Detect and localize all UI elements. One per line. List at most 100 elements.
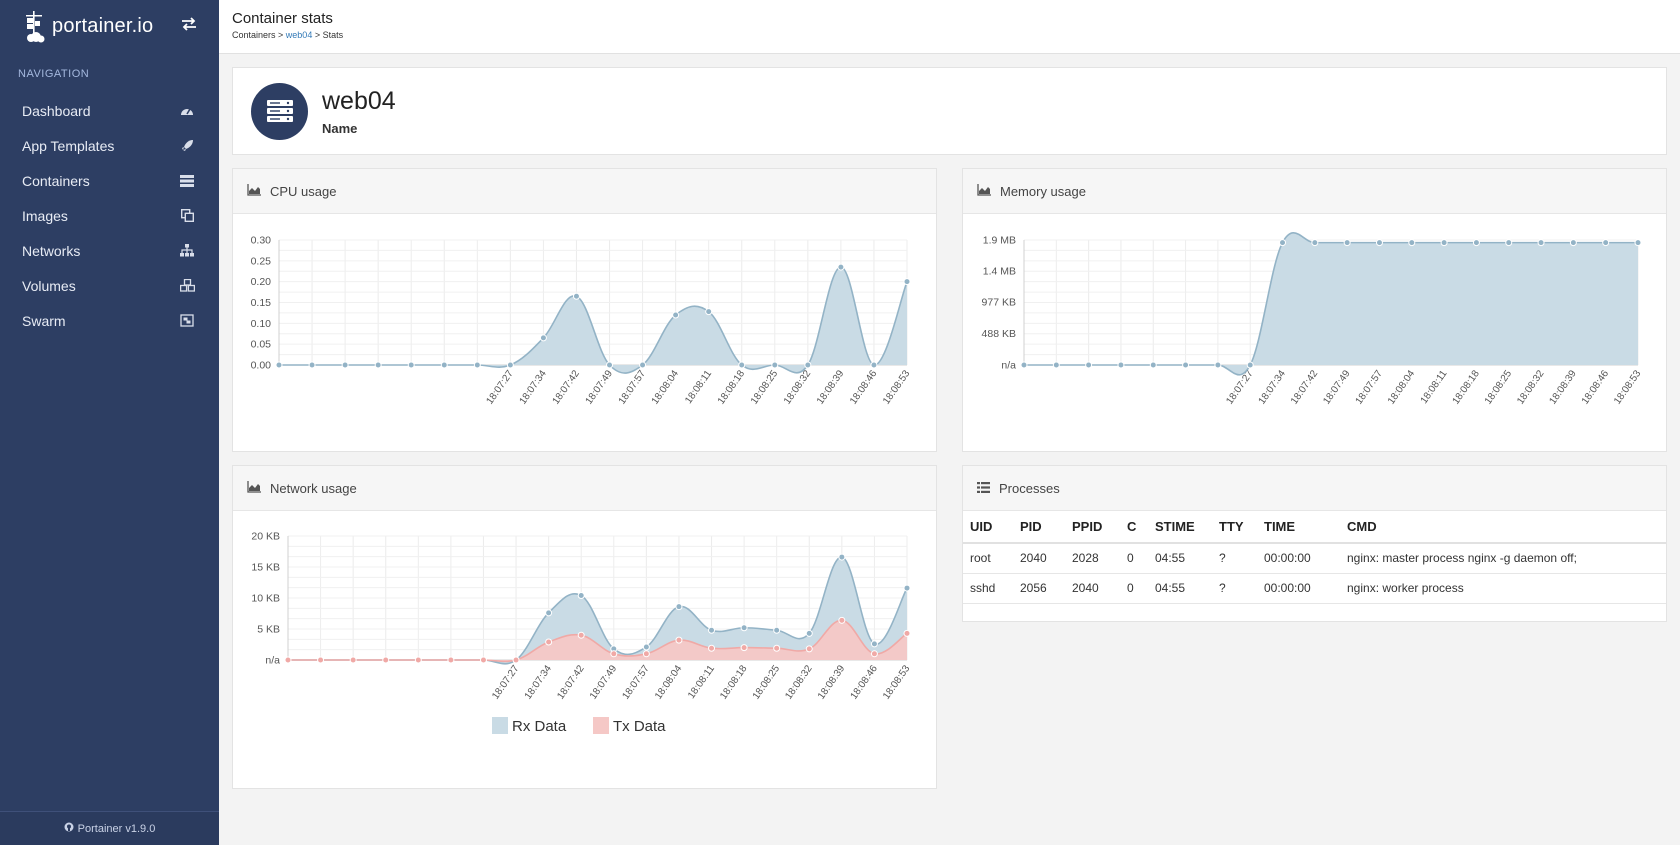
x-tick-label: 18:07:34 — [518, 368, 550, 407]
sidebar: portainer.io NAVIGATION Dashboard App Te… — [0, 0, 219, 845]
data-point — [1020, 361, 1028, 369]
data-point — [705, 308, 713, 316]
data-point — [837, 263, 845, 271]
data-point — [838, 616, 846, 624]
sidebar-item-images[interactable]: Images — [0, 198, 219, 233]
data-point — [1537, 239, 1545, 247]
sidebar-item-swarm[interactable]: Swarm — [0, 303, 219, 338]
series-area — [1024, 232, 1638, 375]
data-point — [675, 636, 683, 644]
column-header: C — [1120, 511, 1148, 544]
data-point — [577, 592, 585, 600]
x-tick-label: 18:08:46 — [849, 663, 881, 702]
table-row: sshd 2056 2040 0 04:55 ? 00:00:00 nginx:… — [963, 573, 1666, 604]
processes-panel: Processes UID PID PPID C STIME TTY TIME … — [962, 465, 1667, 622]
data-point — [1149, 361, 1157, 369]
x-tick-label: 18:08:18 — [716, 368, 748, 407]
panel-heading: Memory usage — [963, 169, 1666, 214]
container-name-panel: web04 Name — [232, 67, 1667, 155]
column-header: UID — [963, 511, 1013, 544]
brand-logo[interactable]: portainer.io — [22, 9, 153, 43]
x-tick-label: 18:07:49 — [588, 663, 620, 702]
data-point — [903, 584, 911, 592]
data-point — [870, 650, 878, 658]
y-tick-label: 1.9 MB — [983, 235, 1016, 247]
data-point — [1343, 239, 1351, 247]
table-cell: ? — [1212, 573, 1257, 604]
breadcrumb-container-link[interactable]: web04 — [285, 30, 313, 40]
data-point — [610, 650, 618, 658]
legend-label: Tx Data — [613, 718, 666, 735]
x-tick-label: 18:07:42 — [555, 663, 587, 702]
sidebar-item-app-templates[interactable]: App Templates — [0, 128, 219, 163]
cubes-icon — [179, 278, 195, 294]
y-tick-label: 0.05 — [251, 339, 272, 351]
breadcrumb-containers: Containers — [232, 30, 276, 40]
sidebar-item-label: Volumes — [22, 277, 76, 294]
x-tick-label: 18:08:04 — [1386, 368, 1418, 407]
data-point — [1214, 361, 1222, 369]
sidebar-item-label: Dashboard — [22, 102, 91, 119]
area-chart-icon — [247, 183, 261, 199]
data-point — [805, 645, 813, 653]
x-tick-label: 18:07:57 — [1354, 368, 1386, 407]
data-point — [740, 644, 748, 652]
sidebar-item-label: App Templates — [22, 137, 115, 154]
y-tick-label: 0.30 — [251, 235, 272, 247]
data-point — [773, 644, 781, 652]
data-point — [473, 361, 481, 369]
toggle-sidebar-icon[interactable] — [181, 17, 197, 36]
version-label[interactable]: Portainer v1.9.0 — [77, 822, 156, 835]
data-point — [545, 638, 553, 646]
data-point — [506, 361, 514, 369]
x-tick-label: 18:07:42 — [551, 368, 583, 407]
area-chart-icon — [247, 480, 261, 496]
panel-title: Network usage — [270, 480, 357, 496]
data-point — [642, 650, 650, 658]
panel-heading: CPU usage — [233, 169, 936, 214]
y-tick-label: 5 KB — [257, 624, 280, 636]
container-name-label: Name — [322, 120, 358, 136]
y-tick-label: n/a — [1001, 360, 1016, 372]
data-point — [672, 311, 680, 319]
sidebar-item-networks[interactable]: Networks — [0, 233, 219, 268]
x-tick-label: 18:08:11 — [683, 368, 714, 406]
table-cell: 04:55 — [1148, 573, 1212, 604]
table-cell: 2040 — [1065, 573, 1120, 604]
x-tick-label: 18:07:57 — [617, 368, 649, 407]
sidebar-item-volumes[interactable]: Volumes — [0, 268, 219, 303]
data-point — [1279, 239, 1287, 247]
sidebar-item-label: Networks — [22, 242, 81, 259]
data-point — [479, 656, 487, 664]
x-tick-label: 18:08:53 — [881, 663, 913, 702]
data-point — [539, 334, 547, 342]
y-tick-label: 977 KB — [982, 297, 1016, 309]
data-point — [1182, 361, 1190, 369]
sidebar-item-dashboard[interactable]: Dashboard — [0, 93, 219, 128]
container-name: web04 — [322, 86, 396, 115]
portainer-logo-icon — [26, 11, 45, 43]
nav-list: Dashboard App Templates Containers Image… — [0, 93, 219, 338]
data-point — [447, 656, 455, 664]
table-cell: 2028 — [1065, 543, 1120, 574]
data-point — [639, 361, 647, 369]
y-tick-label: 0.20 — [251, 276, 272, 288]
legend-label: Rx Data — [512, 718, 567, 735]
panel-title: Processes — [999, 480, 1060, 496]
data-point — [1375, 239, 1383, 247]
table-cell: nginx: worker process — [1340, 573, 1666, 604]
sidebar-item-containers[interactable]: Containers — [0, 163, 219, 198]
list-icon — [977, 481, 990, 496]
data-point — [545, 609, 553, 617]
sidebar-item-label: Images — [22, 207, 68, 224]
x-tick-label: 18:08:04 — [653, 663, 685, 702]
series-line — [1024, 232, 1638, 376]
data-point — [341, 361, 349, 369]
data-point — [773, 626, 781, 634]
x-tick-label: 18:08:18 — [1451, 368, 1483, 407]
y-tick-label: 488 KB — [982, 328, 1016, 340]
table-cell: 00:00:00 — [1257, 543, 1340, 574]
panel-heading: Processes — [963, 466, 1666, 511]
column-header: TTY — [1212, 511, 1257, 544]
sitemap-icon — [179, 243, 195, 259]
